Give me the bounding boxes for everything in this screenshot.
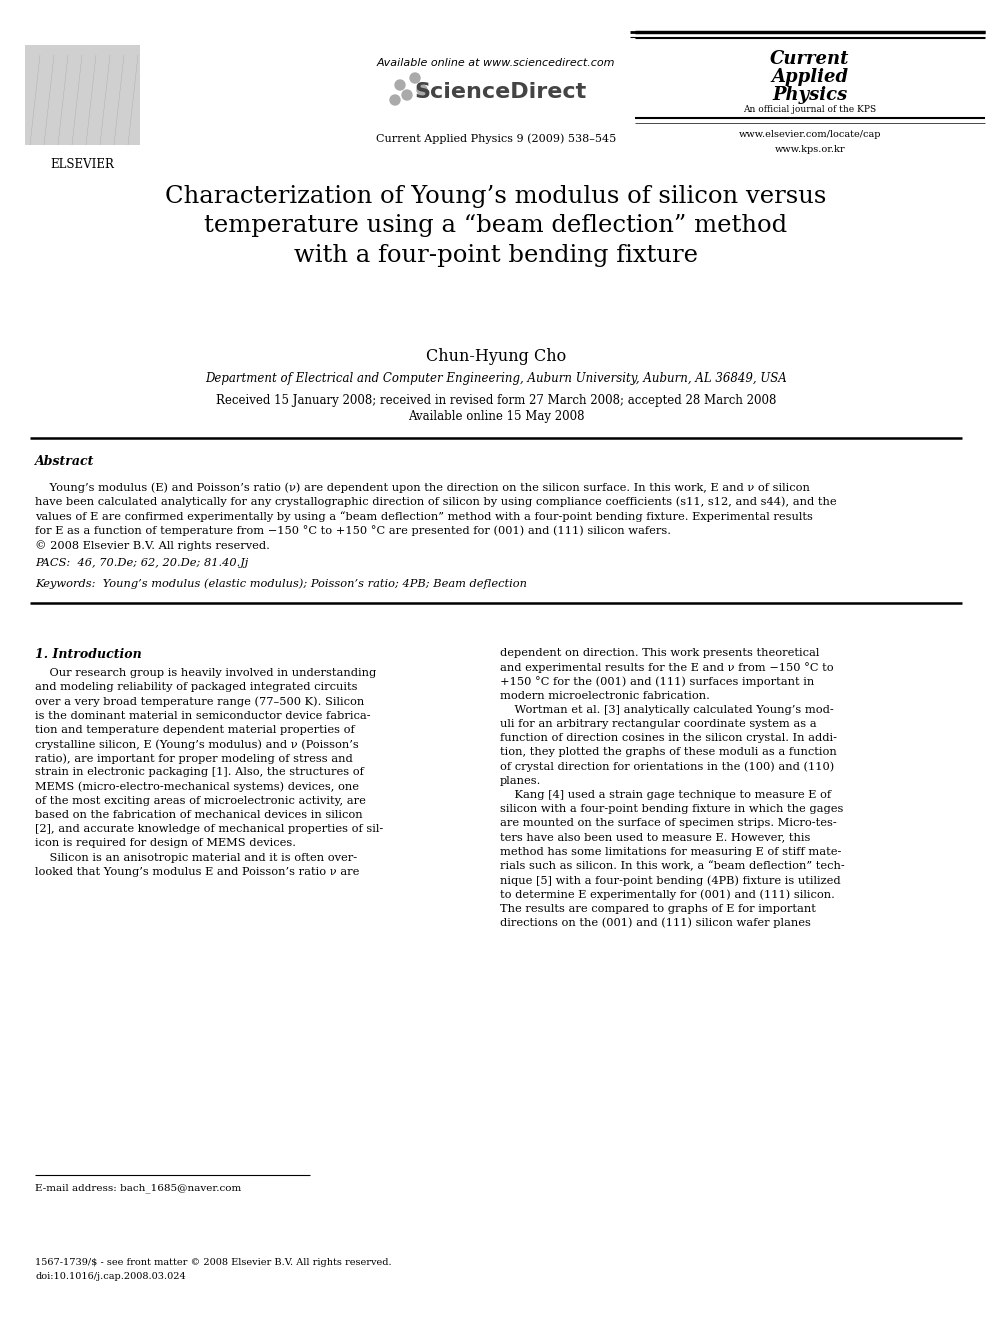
Text: Characterization of Young’s modulus of silicon versus
temperature using a “beam : Characterization of Young’s modulus of s… [166,185,826,267]
Text: tion and temperature dependent material properties of: tion and temperature dependent material … [35,725,355,734]
Text: Kang [4] used a strain gage technique to measure E of: Kang [4] used a strain gage technique to… [500,790,831,800]
Text: of the most exciting areas of microelectronic activity, are: of the most exciting areas of microelect… [35,796,366,806]
Text: An official journal of the KPS: An official journal of the KPS [743,105,877,114]
Text: are mounted on the surface of specimen strips. Micro-tes-: are mounted on the surface of specimen s… [500,819,836,828]
Text: and modeling reliability of packaged integrated circuits: and modeling reliability of packaged int… [35,683,357,692]
Text: Abstract: Abstract [35,455,94,468]
Text: +150 °C for the (001) and (111) surfaces important in: +150 °C for the (001) and (111) surfaces… [500,676,814,687]
Text: values of E are confirmed experimentally by using a “beam deflection” method wit: values of E are confirmed experimentally… [35,511,812,521]
Text: planes.: planes. [500,775,542,786]
Circle shape [410,73,420,83]
Text: MEMS (micro-electro-mechanical systems) devices, one: MEMS (micro-electro-mechanical systems) … [35,782,359,792]
Text: Chun-Hyung Cho: Chun-Hyung Cho [426,348,566,365]
Text: Available online at www.sciencedirect.com: Available online at www.sciencedirect.co… [377,58,615,67]
Text: to determine E experimentally for (001) and (111) silicon.: to determine E experimentally for (001) … [500,889,835,900]
Text: dependent on direction. This work presents theoretical: dependent on direction. This work presen… [500,648,819,658]
Text: 1. Introduction: 1. Introduction [35,648,142,662]
Text: for E as a function of temperature from −150 °C to +150 °C are presented for (00: for E as a function of temperature from … [35,525,671,536]
Text: 1567-1739/$ - see front matter © 2008 Elsevier B.V. All rights reserved.: 1567-1739/$ - see front matter © 2008 El… [35,1258,392,1267]
Text: Wortman et al. [3] analytically calculated Young’s mod-: Wortman et al. [3] analytically calculat… [500,705,833,714]
Text: [2], and accurate knowledge of mechanical properties of sil-: [2], and accurate knowledge of mechanica… [35,824,383,835]
Text: have been calculated analytically for any crystallographic direction of silicon : have been calculated analytically for an… [35,496,836,507]
Text: method has some limitations for measuring E of stiff mate-: method has some limitations for measurin… [500,847,841,857]
Text: uli for an arbitrary rectangular coordinate system as a: uli for an arbitrary rectangular coordin… [500,718,816,729]
Text: directions on the (001) and (111) silicon wafer planes: directions on the (001) and (111) silico… [500,918,810,929]
Text: Physics: Physics [773,86,847,105]
Text: Current: Current [770,50,850,67]
Text: icon is required for design of MEMS devices.: icon is required for design of MEMS devi… [35,839,296,848]
Text: PACS:  46, 70.De; 62, 20.De; 81.40.Jj: PACS: 46, 70.De; 62, 20.De; 81.40.Jj [35,558,248,568]
Text: function of direction cosines in the silicon crystal. In addi-: function of direction cosines in the sil… [500,733,837,744]
Text: Silicon is an anisotropic material and it is often over-: Silicon is an anisotropic material and i… [35,852,357,863]
Text: ratio), are important for proper modeling of stress and: ratio), are important for proper modelin… [35,753,353,763]
Text: Available online 15 May 2008: Available online 15 May 2008 [408,410,584,423]
Text: ScienceDirect: ScienceDirect [414,82,586,102]
Circle shape [395,79,405,90]
Text: © 2008 Elsevier B.V. All rights reserved.: © 2008 Elsevier B.V. All rights reserved… [35,540,270,550]
Circle shape [417,85,427,95]
Text: E-mail address: bach_1685@naver.com: E-mail address: bach_1685@naver.com [35,1183,241,1193]
Text: Our research group is heavily involved in understanding: Our research group is heavily involved i… [35,668,376,677]
Text: Current Applied Physics 9 (2009) 538–545: Current Applied Physics 9 (2009) 538–545 [376,134,616,144]
Text: Keywords:  Young’s modulus (elastic modulus); Poisson’s ratio; 4PB; Beam deflect: Keywords: Young’s modulus (elastic modul… [35,578,527,589]
Circle shape [390,95,400,105]
Text: nique [5] with a four-point bending (4PB) fixture is utilized: nique [5] with a four-point bending (4PB… [500,876,840,886]
Text: based on the fabrication of mechanical devices in silicon: based on the fabrication of mechanical d… [35,810,363,820]
Text: looked that Young’s modulus E and Poisson’s ratio ν are: looked that Young’s modulus E and Poisso… [35,867,359,877]
Text: Department of Electrical and Computer Engineering, Auburn University, Auburn, AL: Department of Electrical and Computer En… [205,372,787,385]
Text: silicon with a four-point bending fixture in which the gages: silicon with a four-point bending fixtur… [500,804,843,814]
Text: of crystal direction for orientations in the (100) and (110): of crystal direction for orientations in… [500,762,834,773]
Text: strain in electronic packaging [1]. Also, the structures of: strain in electronic packaging [1]. Also… [35,767,364,778]
Text: and experimental results for the E and ν from −150 °C to: and experimental results for the E and ν… [500,663,833,673]
Text: www.elsevier.com/locate/cap: www.elsevier.com/locate/cap [739,130,881,139]
Text: Received 15 January 2008; received in revised form 27 March 2008; accepted 28 Ma: Received 15 January 2008; received in re… [216,394,776,407]
Text: is the dominant material in semiconductor device fabrica-: is the dominant material in semiconducto… [35,710,371,721]
Text: Applied: Applied [772,67,848,86]
Text: tion, they plotted the graphs of these moduli as a function: tion, they plotted the graphs of these m… [500,747,836,757]
Text: crystalline silicon, E (Young’s modulus) and ν (Poisson’s: crystalline silicon, E (Young’s modulus)… [35,740,359,750]
Text: ELSEVIER: ELSEVIER [50,157,114,171]
Text: The results are compared to graphs of E for important: The results are compared to graphs of E … [500,904,815,914]
Text: over a very broad temperature range (77–500 K). Silicon: over a very broad temperature range (77–… [35,696,364,706]
Text: www.kps.or.kr: www.kps.or.kr [775,146,845,153]
Text: Young’s modulus (E) and Poisson’s ratio (ν) are dependent upon the direction on : Young’s modulus (E) and Poisson’s ratio … [35,482,809,492]
Text: doi:10.1016/j.cap.2008.03.024: doi:10.1016/j.cap.2008.03.024 [35,1271,186,1281]
Bar [25,45,140,146]
Text: modern microelectronic fabrication.: modern microelectronic fabrication. [500,691,710,701]
Circle shape [402,90,412,101]
Text: ters have also been used to measure E. However, this: ters have also been used to measure E. H… [500,832,810,843]
Text: rials such as silicon. In this work, a “beam deflection” tech-: rials such as silicon. In this work, a “… [500,861,845,872]
